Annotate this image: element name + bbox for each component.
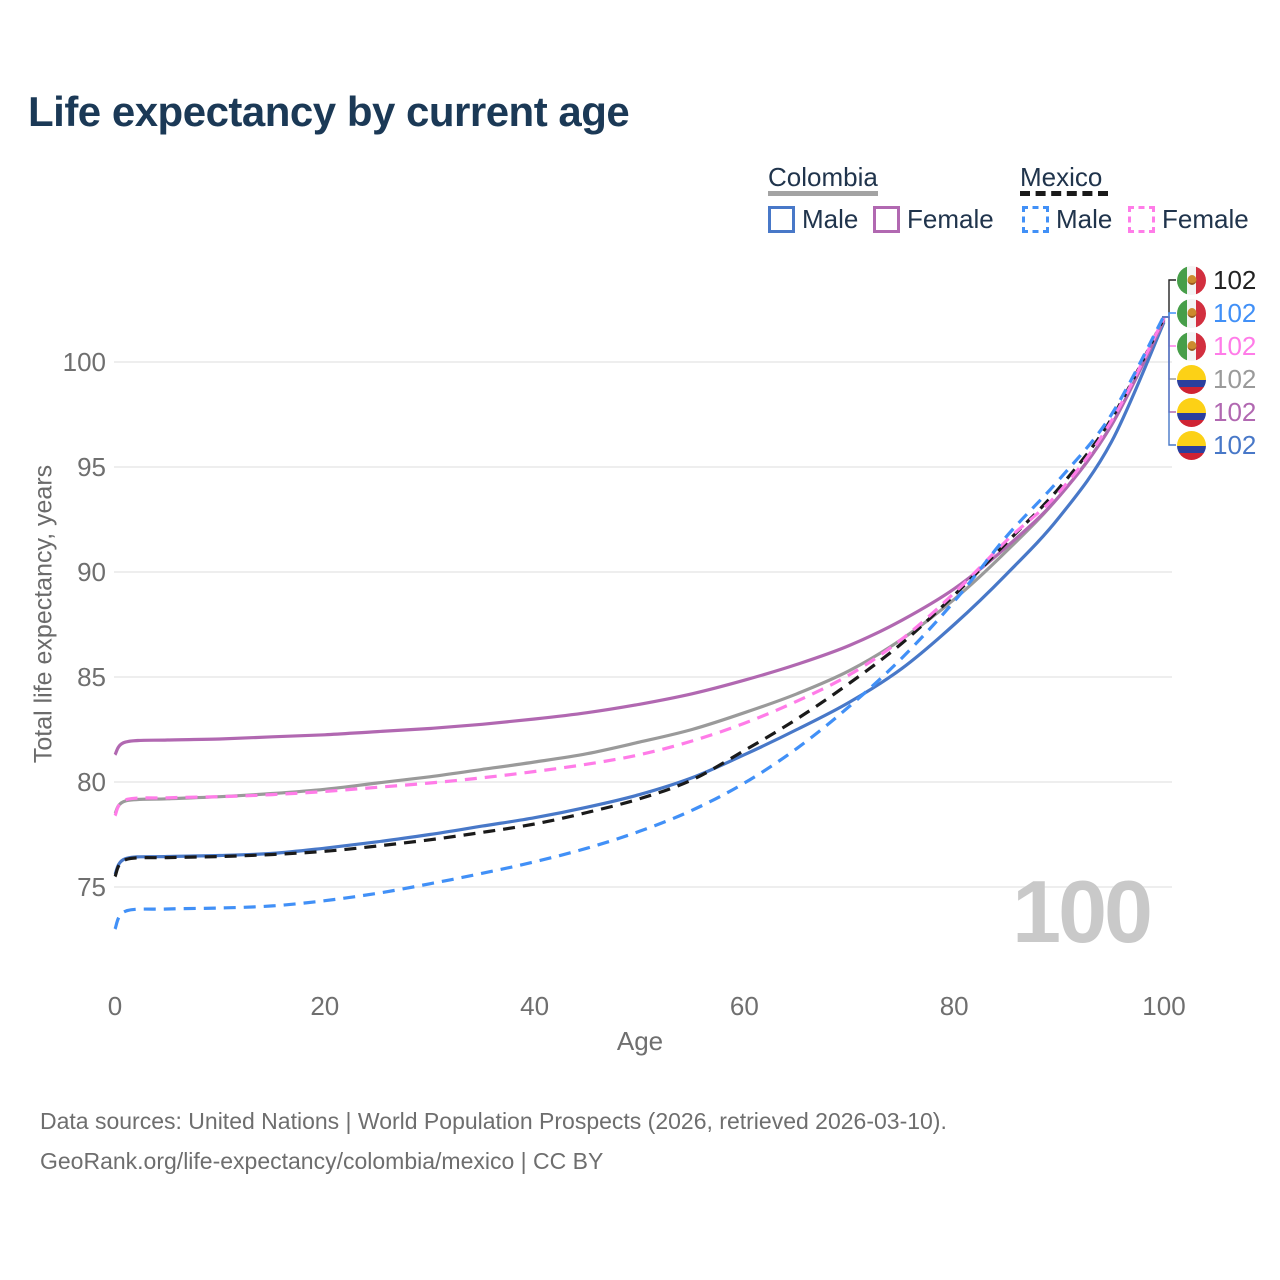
y-tick-label: 75 [77, 872, 106, 902]
legend-label: Female [1162, 204, 1249, 234]
endpoint-label-row: 102 [1177, 430, 1256, 461]
footer-link[interactable]: GeoRank.org/life-expectancy/colombia/mex… [40, 1148, 604, 1174]
endpoint-label-row: 102 [1177, 265, 1256, 296]
series-line-colombia [113, 319, 1166, 815]
colombia-flag-icon [1177, 365, 1206, 394]
y-tick-label: 85 [77, 662, 106, 692]
legend-label: Male [1056, 204, 1113, 234]
mexico-flag-icon [1177, 332, 1206, 361]
series-line-mexico-male [113, 315, 1166, 930]
mexico-flag-icon [1177, 299, 1206, 328]
series-line-mexico-female [113, 317, 1166, 817]
x-tick-label: 100 [1142, 991, 1186, 1021]
legend-label: Female [907, 204, 994, 234]
mexico-female-swatch-icon [1128, 206, 1155, 233]
endpoint-value: 102 [1213, 364, 1257, 394]
legend-mexico-title[interactable]: Mexico [1020, 162, 1103, 192]
x-tick-label: 80 [939, 991, 969, 1021]
leader-line [1162, 316, 1176, 446]
x-tick-label: 40 [520, 991, 550, 1021]
endpoint-label-row: 102 [1177, 298, 1256, 329]
footer-sources: Data sources: United Nations | World Pop… [40, 1108, 947, 1134]
x-tick-label: 0 [107, 991, 123, 1021]
endpoint-label-row: 102 [1177, 397, 1256, 428]
y-axis-title: Total life expectancy, years [29, 464, 58, 764]
legend-colombia-female[interactable]: Female [873, 204, 994, 235]
endpoint-value: 102 [1213, 265, 1257, 295]
endpoint-value: 102 [1213, 397, 1257, 427]
y-tick-label: 90 [77, 557, 106, 587]
colombia-flag-icon [1177, 398, 1206, 427]
endpoint-label-row: 102 [1177, 364, 1256, 395]
legend-colombia-male[interactable]: Male [768, 204, 858, 235]
age-watermark: 100 [1012, 862, 1153, 961]
colombia-flag-icon [1177, 431, 1206, 460]
legend-mexico-male[interactable]: Male [1022, 204, 1112, 235]
endpoint-value: 102 [1213, 331, 1257, 361]
colombia-female-swatch-icon [873, 206, 900, 233]
legend-label: Male [802, 204, 859, 234]
endpoint-value: 102 [1213, 298, 1257, 328]
mexico-line-style-swatch [1020, 191, 1108, 196]
mexico-flag-icon [1177, 266, 1206, 295]
page-title: Life expectancy by current age [28, 88, 630, 135]
colombia-male-swatch-icon [768, 206, 795, 233]
series-line-colombia-male [113, 321, 1166, 876]
endpoint-value: 102 [1213, 430, 1257, 460]
mexico-male-swatch-icon [1022, 206, 1049, 233]
y-tick-label: 80 [77, 767, 106, 797]
endpoint-label-row: 102 [1177, 331, 1256, 362]
x-tick-label: 20 [310, 991, 340, 1021]
y-tick-label: 95 [77, 452, 106, 482]
colombia-line-style-swatch [768, 191, 878, 196]
leader-line [1162, 279, 1176, 318]
series-line-colombia-female [113, 319, 1166, 756]
legend-colombia-title[interactable]: Colombia [768, 162, 878, 192]
y-tick-label: 100 [62, 347, 106, 377]
x-tick-label: 60 [729, 991, 759, 1021]
x-axis-title: Age [616, 1026, 664, 1056]
legend-mexico-female[interactable]: Female [1128, 204, 1249, 235]
